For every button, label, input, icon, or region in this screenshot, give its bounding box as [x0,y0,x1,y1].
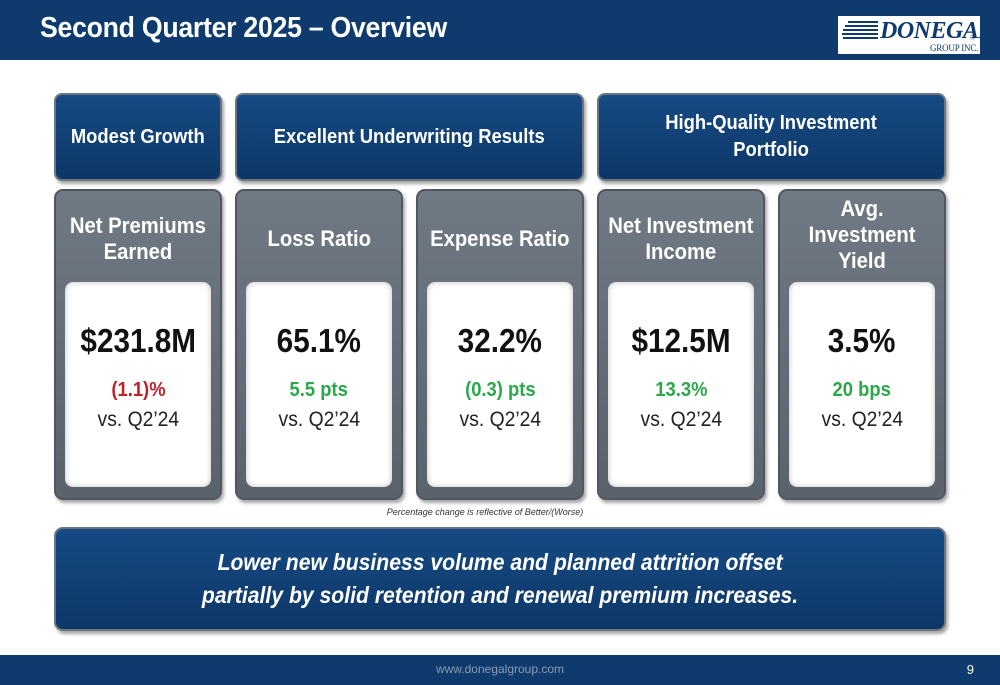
theme-high-quality-investment: High-Quality Investment Portfolio [597,93,946,181]
page-number: 9 [966,662,974,677]
logo-stripes-icon [842,21,878,39]
theme-label-line2: Portfolio [733,139,810,161]
metric-panel: 3.5% 20 bps vs. Q2’24 [789,282,935,487]
theme-excellent-underwriting: Excellent Underwriting Results [235,93,584,181]
theme-modest-growth: Modest Growth [54,93,222,181]
metric-change: 13.3% [654,379,708,401]
logo-wordmark: DONEGAL [880,18,993,44]
metric-title-line1: Avg. [840,196,884,221]
metric-comparison: vs. Q2’24 [97,408,179,431]
metric-title-line3: Yield [838,248,886,273]
metric-card-net-premiums-earned: Net Premiums Earned $231.8M (1.1)% vs. Q2… [54,189,222,500]
footnote: Percentage change is reflective of Bette… [386,507,584,517]
metric-change: (1.1)% [110,379,166,401]
metric-comparison: vs. Q2’24 [640,408,722,431]
metric-title-line1: Net Premiums [69,213,207,238]
footer-url[interactable]: www.donegalgroup.com [435,662,565,676]
metric-title: Expense Ratio [430,226,570,251]
metric-card-net-investment-income: Net Investment Income $12.5M 13.3% vs. Q2… [597,189,765,500]
metric-title-line2: Income [645,239,717,264]
metric-title-line1: Net Investment [608,213,754,238]
metric-title-line2: Earned [103,239,173,264]
metric-panel: $12.5M 13.3% vs. Q2’24 [608,282,754,487]
metric-panel: 32.2% (0.3) pts vs. Q2’24 [427,282,573,487]
metric-comparison: vs. Q2’24 [821,408,903,431]
header-bar: Second Quarter 2025 – Overview DONEGAL ®… [0,0,1000,60]
theme-label: Modest Growth [71,125,205,148]
summary-line2: partially by solid retention and renewal… [201,582,799,608]
theme-label: High-Quality Investment Portfolio [666,110,878,164]
metric-title-line2: Investment [808,222,916,247]
footer-bar: www.donegalgroup.com 9 [0,655,1000,685]
metric-value: $231.8M [80,322,196,359]
metric-title: Net Investment Income [599,197,763,281]
metric-value: 32.2% [457,322,543,359]
metric-value: 3.5% [828,322,896,359]
theme-label-line1: High-Quality Investment [665,112,878,134]
logo-subtitle: GROUP INC. [930,43,979,53]
page-title: Second Quarter 2025 – Overview [40,12,447,44]
metric-change: 5.5 pts [289,379,349,401]
summary-line1: Lower new business volume and planned at… [217,549,783,575]
metric-change: 20 bps [832,379,892,401]
metric-comparison: vs. Q2’24 [459,408,541,431]
metric-comparison: vs. Q2’24 [278,408,360,431]
metric-panel: 65.1% 5.5 pts vs. Q2’24 [246,282,392,487]
metric-card-expense-ratio: Expense Ratio 32.2% (0.3) pts vs. Q2’24 [416,189,584,500]
metric-change: (0.3) pts [464,379,536,401]
metric-title: Loss Ratio [267,226,371,251]
donegal-logo: DONEGAL ® GROUP INC. [838,16,993,54]
metric-panel: $231.8M (1.1)% vs. Q2’24 [65,282,211,487]
metric-value: 65.1% [276,322,362,359]
summary-box: Lower new business volume and planned at… [54,527,946,631]
theme-label: Excellent Underwriting Results [274,125,545,148]
metric-value: $12.5M [631,322,731,359]
metric-title: Avg. Investment Yield [780,193,944,277]
metric-title: Net Premiums Earned [56,197,220,281]
metric-card-loss-ratio: Loss Ratio 65.1% 5.5 pts vs. Q2’24 [235,189,403,500]
logo-registered-mark: ® [970,34,976,42]
metric-card-avg-investment-yield: Avg. Investment Yield 3.5% 20 bps vs. Q2’2… [778,189,946,500]
